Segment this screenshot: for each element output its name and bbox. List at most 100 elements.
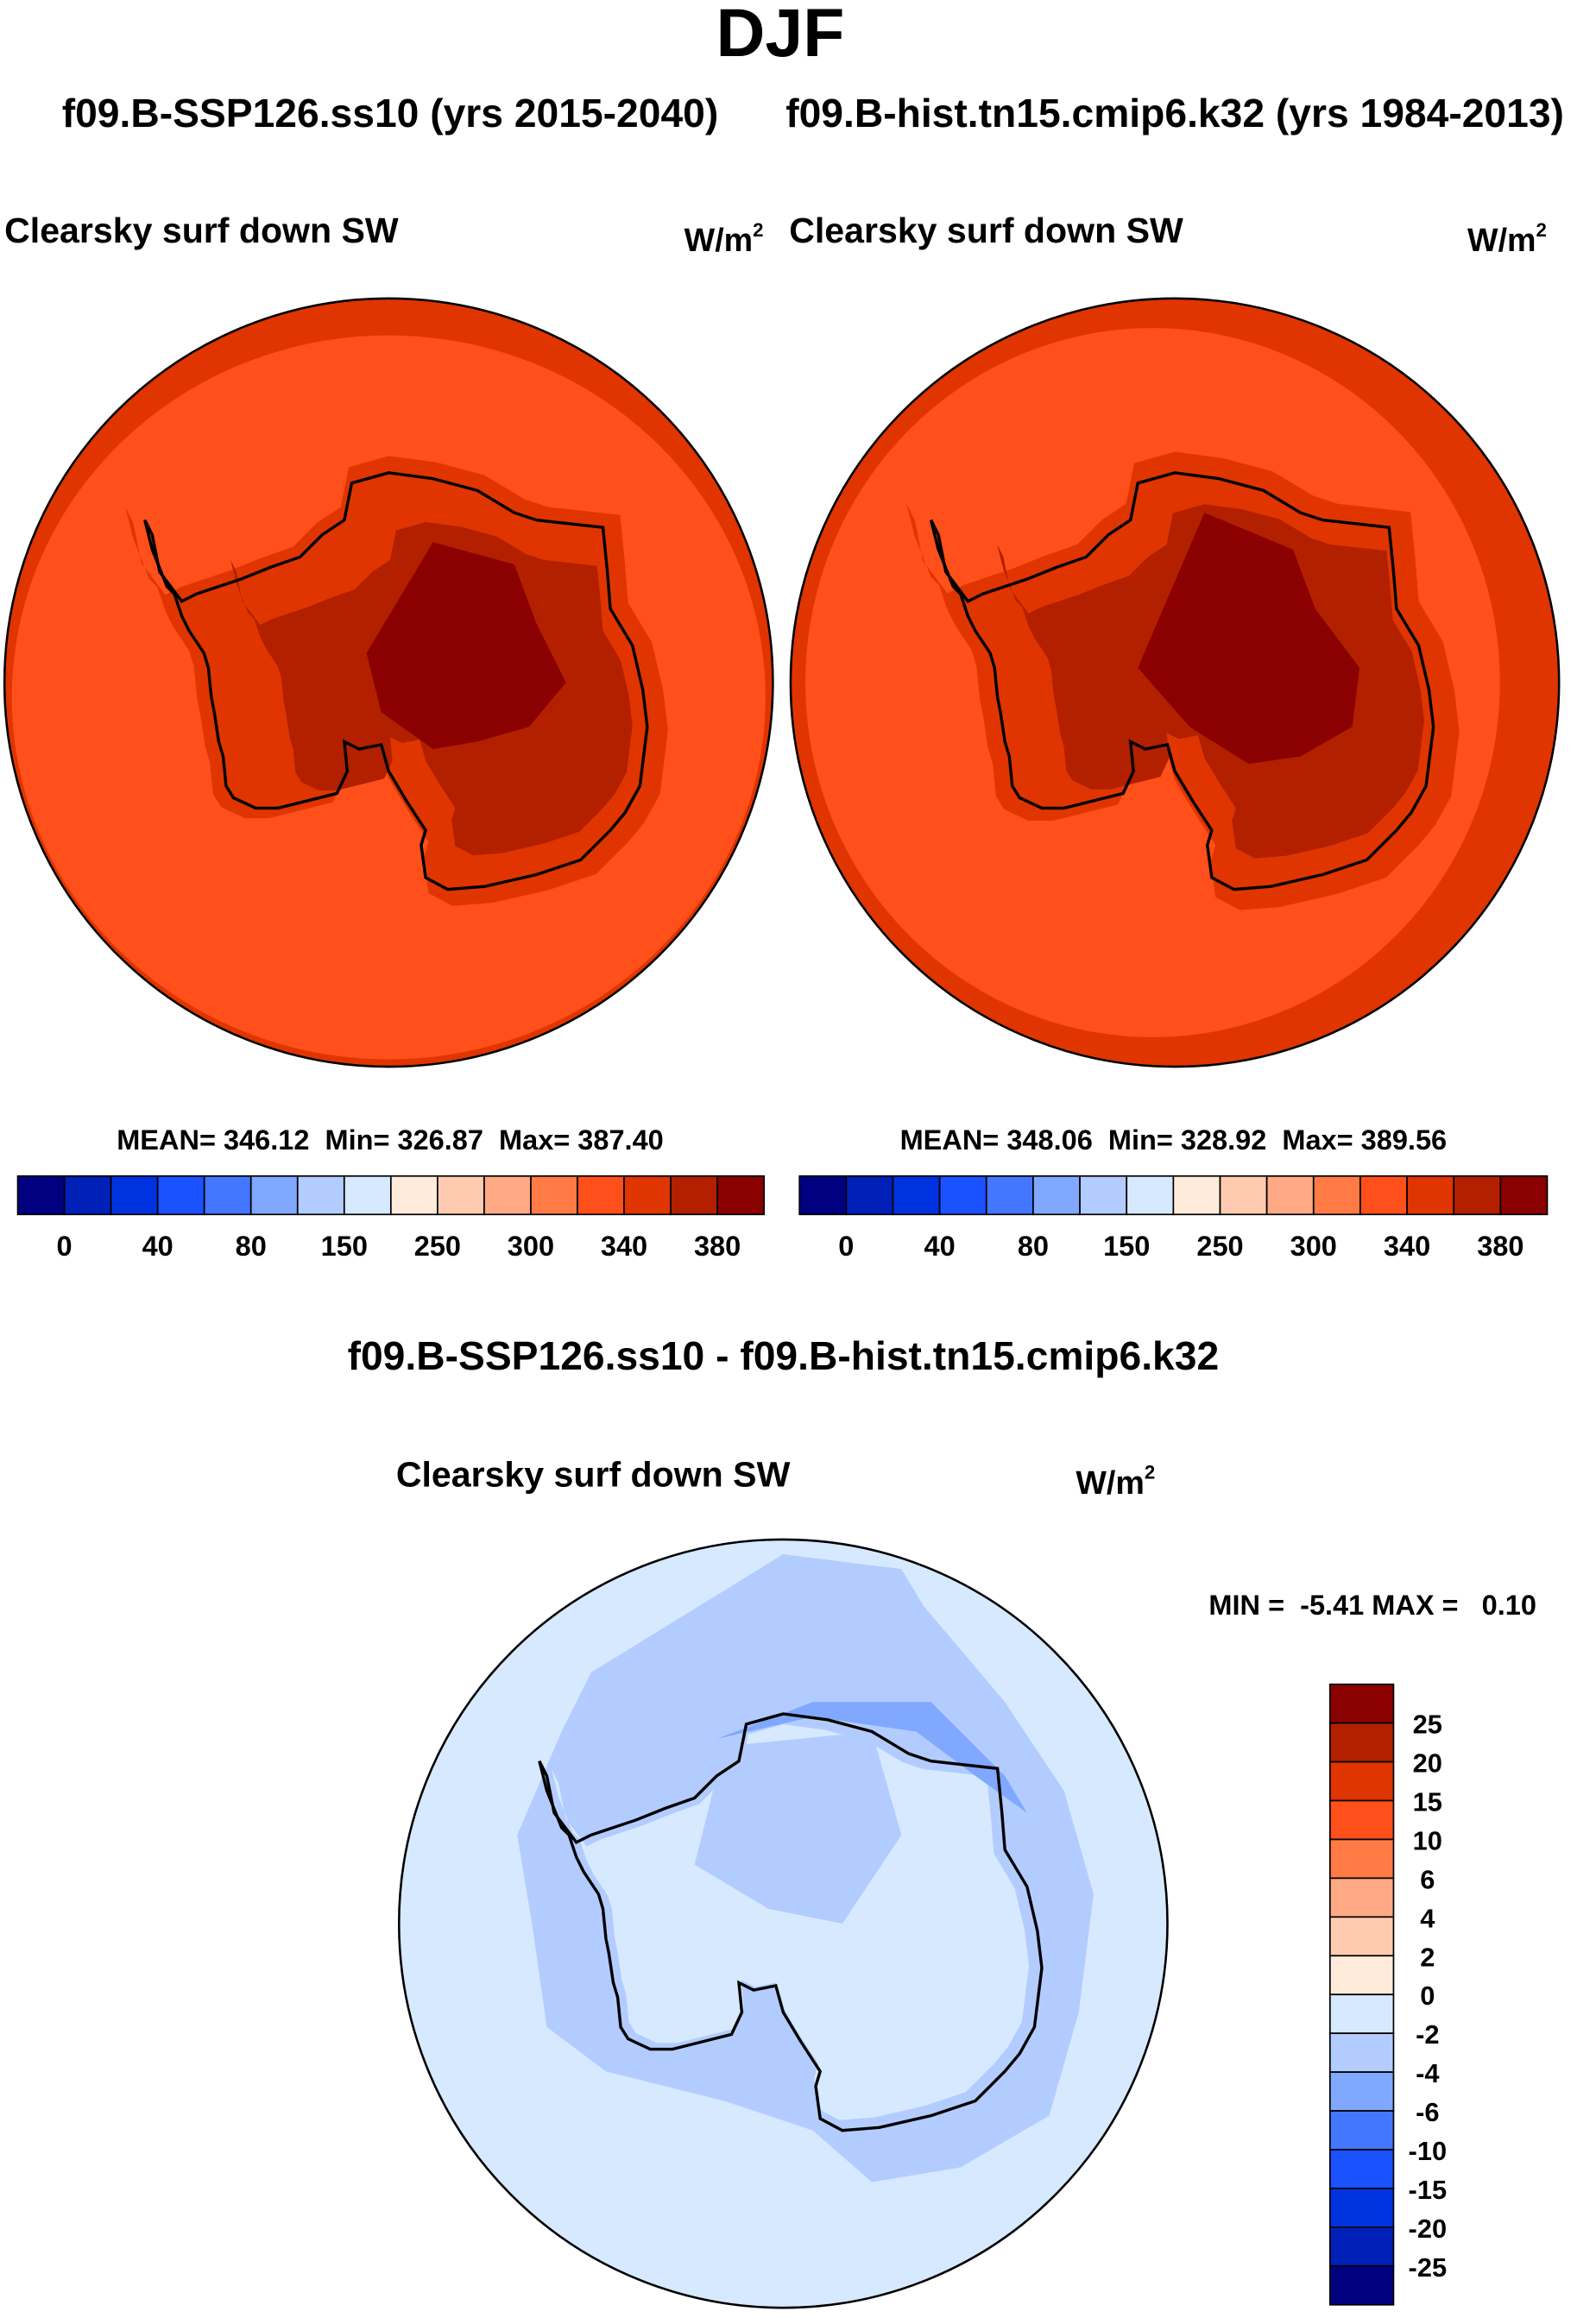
colorbar-box bbox=[798, 1175, 848, 1216]
field-380 bbox=[366, 542, 566, 749]
colorbar-box bbox=[110, 1175, 159, 1216]
colorbar-label: 380 bbox=[694, 1231, 741, 1262]
colorbar-box bbox=[1328, 2226, 1395, 2267]
colorbar-box bbox=[1328, 1683, 1395, 1724]
panel-ssp126: Clearsky surf down SW W/m2 MEAN= 346.12 … bbox=[3, 211, 774, 1262]
colorbar-box bbox=[16, 1175, 66, 1216]
colorbar-box bbox=[437, 1175, 485, 1216]
colorbar-label: 10 bbox=[1413, 1825, 1442, 1855]
colorbar-box bbox=[1453, 1175, 1502, 1216]
panel-hist: Clearsky surf down SW W/m2 MEAN= 348.06 … bbox=[789, 211, 1561, 1262]
colorbar-box bbox=[343, 1175, 392, 1216]
colorbar-label: 300 bbox=[1290, 1231, 1337, 1262]
colorbar-box bbox=[1265, 1175, 1315, 1216]
colorbar-label: 380 bbox=[1477, 1231, 1523, 1262]
colorbar-label: 15 bbox=[1413, 1787, 1442, 1817]
colorbar-box bbox=[1219, 1175, 1268, 1216]
colorbar-label: 4 bbox=[1420, 1903, 1435, 1933]
colorbar-box bbox=[1172, 1175, 1221, 1216]
stats-text: MEAN= 348.06 Min= 328.92 Max= 389.56 bbox=[900, 1124, 1448, 1156]
colorbar-label: 250 bbox=[414, 1231, 461, 1262]
colorbar-box bbox=[1328, 2188, 1395, 2228]
colorbar: 0 40 80 150 250 300 340 380 bbox=[798, 1175, 1549, 1262]
colorbar-label: -2 bbox=[1416, 2019, 1439, 2050]
colorbar-label: 0 bbox=[838, 1231, 854, 1262]
colorbar-box bbox=[1312, 1175, 1361, 1216]
stats-text: MEAN= 346.12 Min= 326.87 Max= 387.40 bbox=[117, 1124, 664, 1156]
colorbar-label: 40 bbox=[924, 1231, 956, 1262]
colorbar-label: 40 bbox=[142, 1231, 173, 1262]
colorbar-label: 150 bbox=[321, 1231, 368, 1262]
colorbar-box bbox=[156, 1175, 205, 1216]
polar-map bbox=[789, 297, 1561, 1068]
colorbar-label: 340 bbox=[601, 1231, 647, 1262]
colorbar-box bbox=[1032, 1175, 1081, 1216]
colorbar-box bbox=[1328, 2264, 1395, 2306]
colorbar-box bbox=[1079, 1175, 1128, 1216]
colorbar: 0 40 80 150 250 300 340 380 bbox=[16, 1175, 765, 1262]
colorbar-box bbox=[623, 1175, 672, 1216]
colorbar-label: 150 bbox=[1103, 1231, 1150, 1262]
colorbar-box bbox=[1406, 1175, 1455, 1216]
colorbar-label: 0 bbox=[57, 1231, 73, 1262]
colorbar-label: -25 bbox=[1409, 2252, 1448, 2283]
colorbar-box bbox=[1328, 1916, 1395, 1957]
field-minus4 bbox=[716, 1702, 1027, 1813]
colorbar-box bbox=[577, 1175, 625, 1216]
colorbar-box bbox=[483, 1175, 532, 1216]
map-border bbox=[789, 297, 1561, 1068]
colorbar-box bbox=[1328, 2149, 1395, 2189]
panel-units: W/m2 bbox=[684, 219, 764, 258]
colorbar-label: 20 bbox=[1413, 1748, 1442, 1779]
colorbar-box bbox=[530, 1175, 578, 1216]
colorbar-box bbox=[1499, 1175, 1549, 1216]
colorbar-box bbox=[1328, 1877, 1395, 1918]
colorbar-box bbox=[985, 1175, 1034, 1216]
colorbar-box bbox=[1328, 1722, 1395, 1763]
panel-diff: Clearsky surf down SW W/m2 MIN = -5.41 M… bbox=[396, 1454, 1536, 2309]
colorbar-box bbox=[1328, 1838, 1395, 1880]
colorbar-box bbox=[1328, 2071, 1395, 2112]
colorbar-box bbox=[845, 1175, 894, 1216]
colorbar-label: -15 bbox=[1409, 2175, 1448, 2205]
colorbar-label: 0 bbox=[1420, 1981, 1435, 2011]
colorbar-box bbox=[892, 1175, 941, 1216]
colorbar-label: 80 bbox=[236, 1231, 267, 1262]
colorbar-box bbox=[249, 1175, 299, 1216]
colorbar-label: 340 bbox=[1384, 1231, 1430, 1262]
panel-title: Clearsky surf down SW bbox=[396, 1454, 791, 1494]
map-border bbox=[397, 1538, 1169, 2309]
colorbar-box bbox=[1328, 1993, 1395, 2035]
map-border bbox=[3, 297, 774, 1068]
field-minus2-interior bbox=[694, 1731, 902, 1924]
figure-title: DJF bbox=[716, 0, 845, 71]
colorbar-box bbox=[1328, 2110, 1395, 2151]
stats-text: MIN = -5.41 MAX = 0.10 bbox=[1208, 1590, 1536, 1621]
colorbar-box bbox=[670, 1175, 718, 1216]
panel-units: W/m2 bbox=[1076, 1462, 1155, 1501]
colorbar-label: -4 bbox=[1416, 2058, 1439, 2088]
colorbar-box bbox=[203, 1175, 252, 1216]
subtitle-right: f09.B-hist.tn15.cmip6.k32 (yrs 1984-2013… bbox=[785, 91, 1564, 135]
subtitle-left: f09.B-SSP126.ss10 (yrs 2015-2040) bbox=[62, 91, 719, 135]
colorbar-box bbox=[1328, 1955, 1395, 1996]
panel-units: W/m2 bbox=[1467, 219, 1547, 258]
colorbar-label: 300 bbox=[508, 1231, 554, 1262]
colorbar-box bbox=[716, 1175, 765, 1216]
panel-title: Clearsky surf down SW bbox=[4, 211, 399, 250]
colorbar-label: 2 bbox=[1420, 1942, 1435, 1972]
colorbar-box bbox=[1328, 1799, 1395, 1841]
colorbar-box bbox=[938, 1175, 987, 1216]
diff-title: f09.B-SSP126.ss10 - f09.B-hist.tn15.cmip… bbox=[348, 1333, 1220, 1378]
colorbar-box bbox=[1126, 1175, 1175, 1216]
colorbar-box bbox=[1328, 2032, 1395, 2073]
colorbar-box bbox=[389, 1175, 438, 1216]
colorbar-label: 80 bbox=[1018, 1231, 1049, 1262]
colorbar-label: -20 bbox=[1409, 2214, 1448, 2244]
colorbar-label: -6 bbox=[1416, 2097, 1439, 2127]
field-380 bbox=[1138, 513, 1360, 765]
colorbar-box bbox=[63, 1175, 112, 1216]
polar-map bbox=[397, 1538, 1169, 2309]
